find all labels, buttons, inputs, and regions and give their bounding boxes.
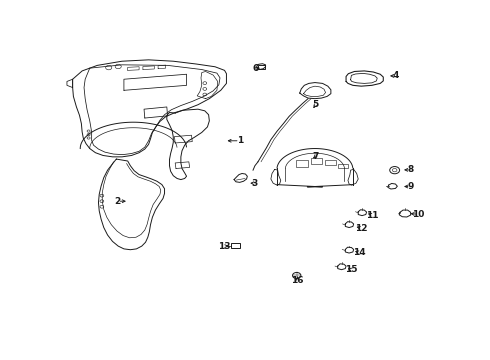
Text: 9: 9: [407, 182, 414, 191]
FancyBboxPatch shape: [311, 158, 322, 164]
Text: 10: 10: [412, 210, 424, 219]
FancyBboxPatch shape: [339, 163, 348, 168]
Text: 2: 2: [114, 197, 121, 206]
FancyBboxPatch shape: [325, 159, 336, 165]
FancyBboxPatch shape: [296, 161, 308, 167]
Text: 4: 4: [392, 71, 399, 80]
Text: 11: 11: [367, 211, 379, 220]
Text: 7: 7: [313, 152, 319, 161]
Text: 8: 8: [408, 165, 414, 174]
Text: 14: 14: [353, 248, 366, 257]
Text: 12: 12: [355, 224, 368, 233]
Text: 1: 1: [237, 136, 243, 145]
Text: 6: 6: [252, 64, 259, 73]
Text: 5: 5: [313, 100, 319, 109]
Text: 16: 16: [291, 276, 304, 285]
Text: 13: 13: [218, 242, 231, 251]
Text: 3: 3: [252, 179, 258, 188]
Text: 15: 15: [345, 265, 358, 274]
